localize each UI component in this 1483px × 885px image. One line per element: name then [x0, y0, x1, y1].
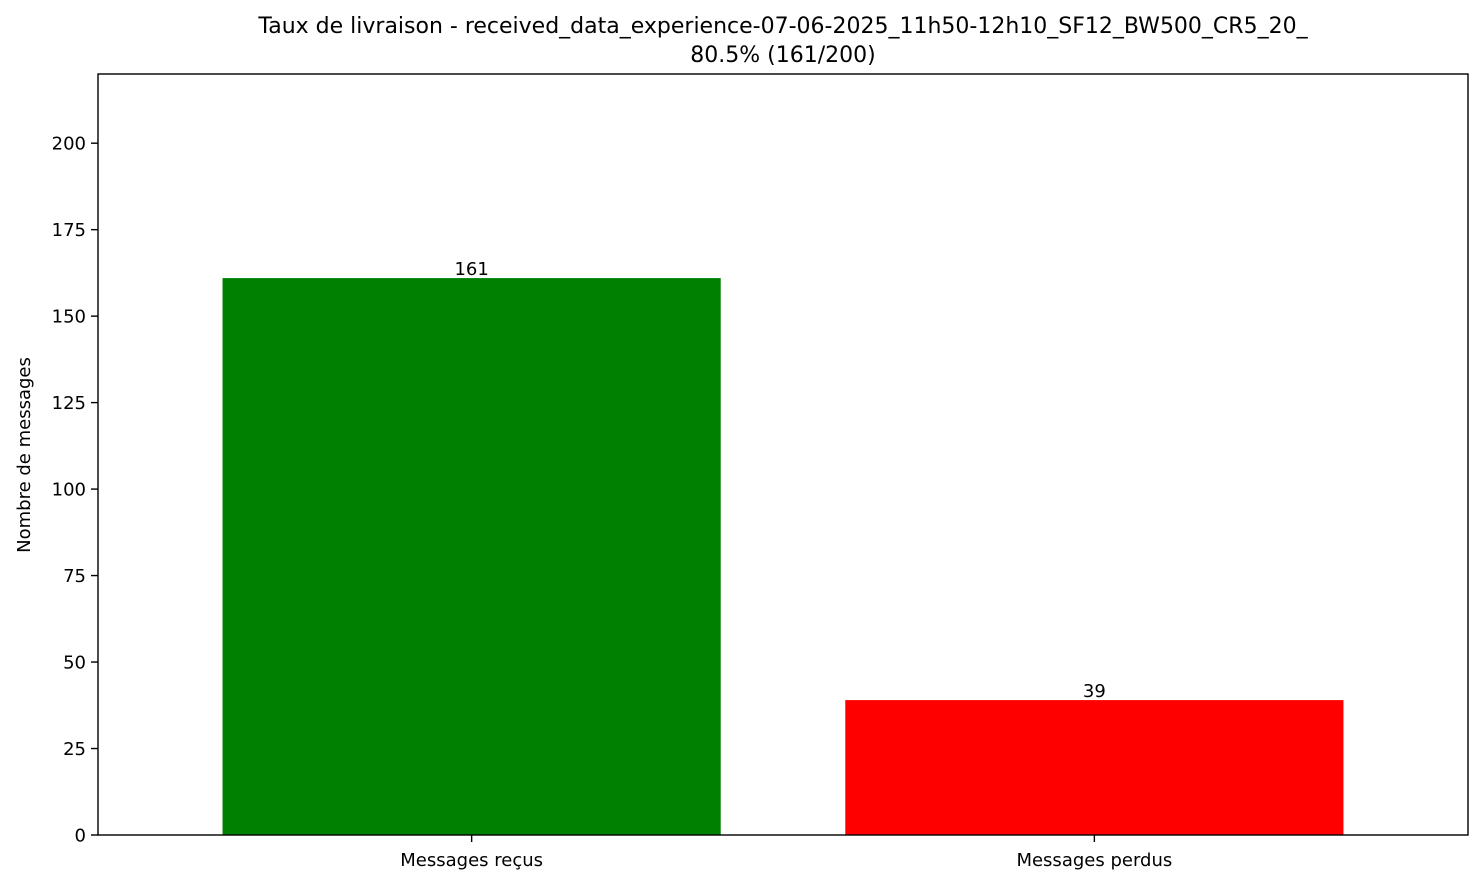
bar-messages-perdus — [845, 700, 1344, 835]
y-tick-label: 0 — [75, 826, 86, 847]
x-axis-ticks: Messages reçus Messages perdus — [400, 835, 1172, 871]
y-tick-label: 125 — [52, 393, 86, 414]
bar-value-label: 161 — [454, 259, 488, 280]
y-axis-label: Nombre de messages — [14, 357, 35, 553]
y-tick-label: 100 — [52, 480, 86, 501]
x-tick-label: Messages reçus — [400, 850, 543, 871]
bar-messages-recus — [222, 278, 721, 835]
y-tick-label: 50 — [63, 653, 86, 674]
y-tick-label: 75 — [63, 566, 86, 587]
bar-value-label: 39 — [1083, 681, 1106, 702]
y-tick-label: 200 — [52, 134, 86, 155]
y-tick-label: 175 — [52, 220, 86, 241]
plot-area-frame — [97, 73, 1469, 836]
y-tick-label: 150 — [52, 307, 86, 328]
y-axis-ticks: 0 25 50 75 100 125 150 175 200 — [52, 134, 98, 847]
bars — [222, 278, 1344, 835]
chart-subtitle: 80.5% (161/200) — [690, 43, 875, 68]
chart-title: Taux de livraison - received_data_experi… — [257, 14, 1308, 39]
bar-value-labels: 161 39 — [454, 259, 1105, 702]
y-tick-label: 25 — [63, 739, 86, 760]
x-tick-label: Messages perdus — [1016, 850, 1172, 871]
